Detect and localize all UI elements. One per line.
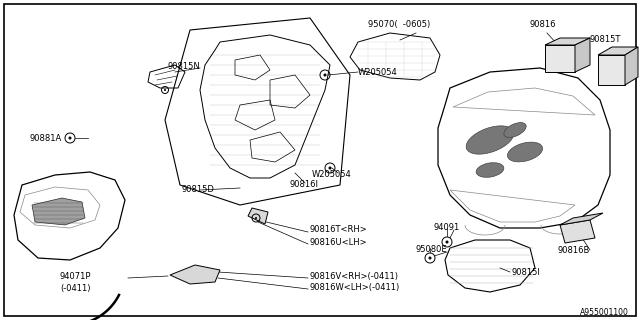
Circle shape [429, 257, 431, 260]
Text: 90816I: 90816I [290, 180, 319, 189]
Polygon shape [575, 38, 590, 72]
Polygon shape [560, 220, 595, 243]
Text: 90815I: 90815I [512, 268, 541, 277]
Ellipse shape [508, 142, 543, 162]
Polygon shape [598, 55, 625, 85]
Polygon shape [545, 45, 575, 72]
Text: 94071P: 94071P [60, 272, 92, 281]
Text: 90815T: 90815T [590, 35, 621, 44]
Text: 90881A: 90881A [30, 134, 62, 143]
Text: 90816B: 90816B [557, 246, 589, 255]
Ellipse shape [466, 126, 514, 154]
Text: 95070(  -0605): 95070( -0605) [368, 20, 430, 29]
Text: 90816W<LH>(-0411): 90816W<LH>(-0411) [310, 283, 400, 292]
Text: 90816V<RH>(-0411): 90816V<RH>(-0411) [310, 272, 399, 281]
Polygon shape [598, 47, 638, 55]
Circle shape [164, 89, 166, 91]
Text: 95080E: 95080E [415, 245, 447, 254]
Text: 94091: 94091 [434, 223, 460, 232]
Circle shape [255, 217, 257, 219]
Polygon shape [545, 38, 590, 45]
Polygon shape [248, 208, 268, 224]
Ellipse shape [504, 123, 526, 137]
Polygon shape [560, 213, 603, 225]
Circle shape [323, 74, 326, 76]
Text: 90816: 90816 [530, 20, 557, 29]
Circle shape [425, 253, 435, 263]
Text: 90815D: 90815D [182, 185, 215, 194]
Polygon shape [170, 265, 220, 284]
Text: W205054: W205054 [358, 68, 397, 77]
Text: A955001100: A955001100 [580, 308, 629, 317]
Polygon shape [625, 47, 638, 85]
Text: 90816T<RH>: 90816T<RH> [310, 225, 368, 234]
Text: W205054: W205054 [312, 170, 352, 179]
Circle shape [68, 137, 72, 140]
Text: 90816U<LH>: 90816U<LH> [310, 238, 367, 247]
Polygon shape [32, 198, 85, 225]
Text: (-0411): (-0411) [60, 284, 90, 293]
Ellipse shape [476, 163, 504, 177]
Circle shape [328, 166, 332, 170]
Text: 90815N: 90815N [168, 62, 201, 71]
Circle shape [445, 241, 449, 244]
Circle shape [442, 237, 452, 247]
